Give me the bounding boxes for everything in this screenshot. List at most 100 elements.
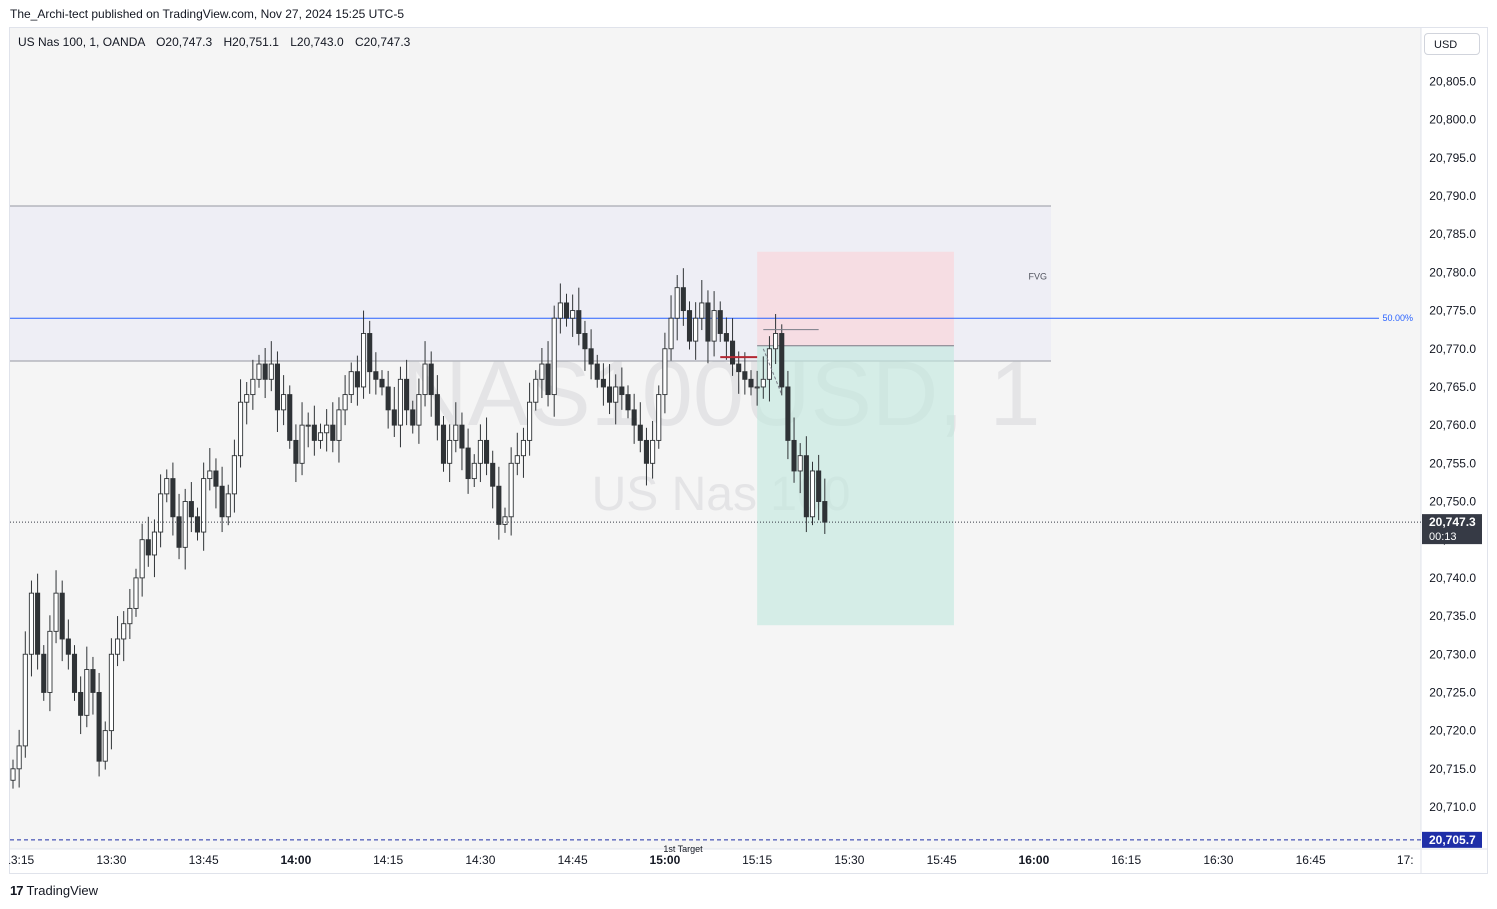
candle-body (336, 409, 342, 441)
candle-body (324, 424, 330, 434)
candle (588, 329, 594, 380)
candle (213, 458, 219, 509)
candle (219, 466, 225, 533)
time-tick-label: 14:45 (558, 853, 588, 867)
time-tick-label: 15:45 (927, 853, 957, 867)
candle-body (188, 501, 194, 518)
candle (28, 580, 35, 677)
candle-body (594, 363, 600, 380)
candle-body (527, 401, 533, 441)
candle-body (668, 317, 674, 350)
candle (563, 293, 570, 327)
candle-body (127, 607, 133, 625)
candle-body (705, 302, 711, 342)
candle-body (47, 630, 53, 693)
price-scale-background (1421, 28, 1487, 873)
candle-body (244, 394, 250, 403)
candle-body (361, 333, 367, 388)
candle-body (607, 386, 613, 403)
candle-body (643, 439, 649, 464)
candle-body (754, 386, 760, 389)
price-tick-label: 20,780.0 (1429, 265, 1476, 279)
candle (662, 332, 668, 414)
candle (299, 402, 305, 476)
candle (65, 619, 71, 670)
candle (508, 447, 514, 536)
candle-body (816, 470, 822, 502)
candle (520, 427, 526, 478)
candle-body (822, 501, 828, 523)
candle-body (557, 302, 563, 319)
tradingview-logo-icon: 17 (10, 883, 24, 898)
legend-low-value: 20,743.0 (297, 35, 344, 49)
candle (631, 393, 637, 444)
price-tick-label: 20,800.0 (1429, 113, 1476, 127)
tradingview-footer[interactable]: 17 TradingView (10, 883, 98, 898)
candle-body (637, 424, 643, 441)
drawing-layer: FVG 50.00% (10, 205, 1413, 626)
candle-body (773, 333, 779, 350)
first-target-label: 1st Target (663, 844, 703, 854)
legend-close-value: 20,747.3 (364, 35, 411, 49)
candle (274, 351, 281, 433)
candle-body (219, 485, 225, 518)
candle (397, 366, 404, 448)
candle-body (348, 371, 354, 396)
time-axis[interactable]: 13:15 13:30 13:45 14:00 14:15 14:30 14:45 15:00… (9, 853, 1414, 867)
candle (151, 519, 158, 578)
candle-body (785, 386, 791, 441)
candle-body (680, 287, 686, 312)
candle (361, 310, 367, 399)
candle-body (736, 363, 742, 373)
candle-body (114, 638, 121, 655)
candle-body (570, 310, 576, 319)
candle-body (447, 439, 453, 464)
candle (773, 314, 779, 365)
current-price-label-bg (1422, 514, 1482, 545)
candle (754, 370, 760, 406)
currency-button[interactable]: USD (1424, 33, 1480, 55)
candle (84, 646, 90, 728)
price-tick-label: 20,750.0 (1429, 495, 1476, 509)
candle-body (133, 577, 139, 609)
candle-body (631, 409, 637, 426)
price-tick-label: 20,730.0 (1429, 647, 1476, 661)
chart-frame (9, 27, 1488, 874)
candle-body (791, 439, 797, 472)
candle-body (158, 493, 164, 533)
candle-body (748, 378, 754, 388)
candle (484, 417, 490, 476)
candle (354, 355, 360, 406)
candle-body (563, 302, 570, 319)
candle (225, 484, 231, 526)
candle-body (404, 378, 410, 411)
candle (71, 645, 78, 701)
candle-body (465, 447, 471, 480)
candle-body (281, 394, 287, 411)
candle-body (225, 493, 231, 518)
candle (164, 469, 170, 503)
candle-body (391, 409, 397, 426)
candle (816, 454, 822, 521)
candle (643, 427, 649, 486)
candle (385, 370, 391, 429)
candle (287, 385, 293, 449)
candle (809, 461, 816, 526)
candle (90, 656, 96, 715)
candle (527, 382, 533, 456)
candle (379, 370, 385, 396)
candle (440, 415, 447, 472)
candle-body (477, 439, 483, 464)
candle (453, 402, 459, 453)
target-price-label: 20,705.7 (1429, 833, 1476, 847)
candle (717, 301, 723, 342)
svg-text:US Nas 100, 1, OANDA O20: US Nas 100, 1, OANDA O20,747.3 H20,751.1… (18, 35, 411, 49)
candle-body (170, 478, 176, 518)
price-tick-label: 20,710.0 (1429, 800, 1476, 814)
time-tick-label: 13:45 (189, 853, 219, 867)
candle (656, 385, 662, 449)
candle (231, 439, 237, 513)
candle-body (699, 302, 705, 319)
candle (539, 347, 545, 399)
